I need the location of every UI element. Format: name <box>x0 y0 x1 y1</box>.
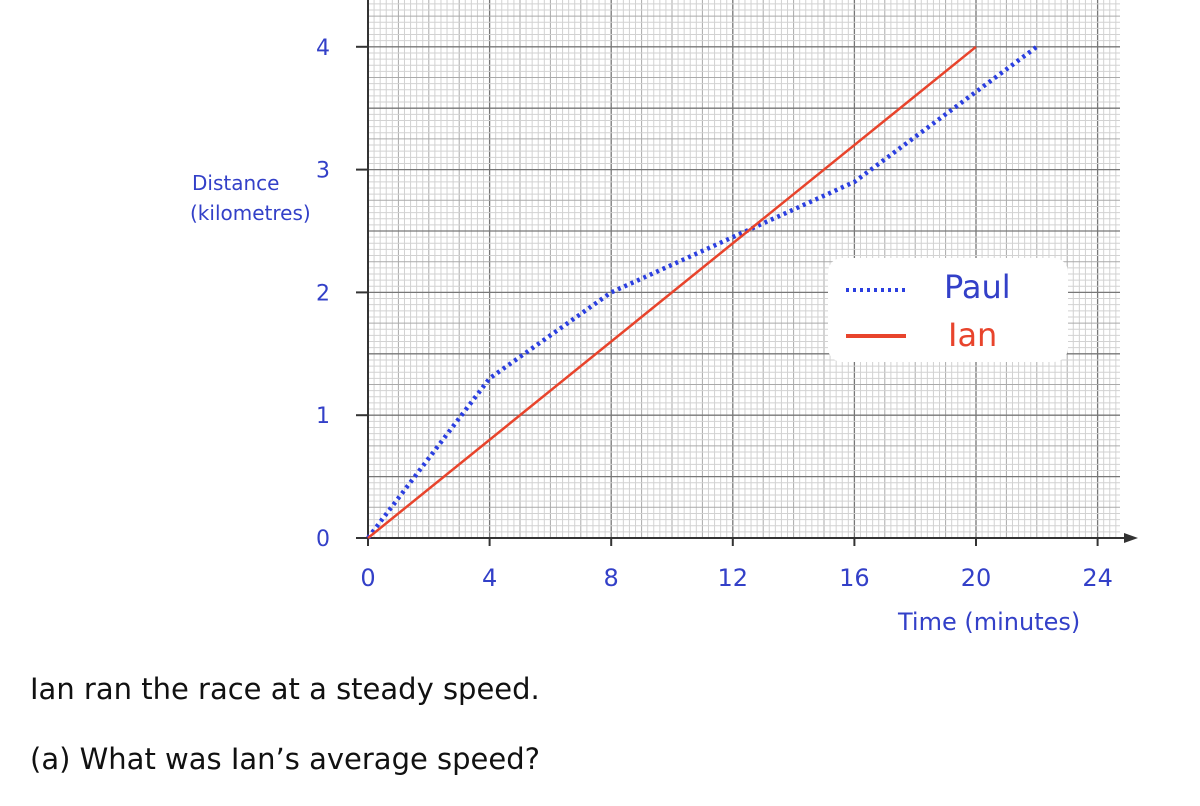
y-tick-label: 3 <box>316 159 330 184</box>
y-axis-label-line1: Distance <box>192 171 279 195</box>
grid <box>367 0 1120 539</box>
distance-time-chart: Distance (kilometres) Time (minutes) 0 4 8… <box>190 0 1138 636</box>
y-tick-label: 4 <box>316 36 330 61</box>
y-axis-label-line2: (kilometres) <box>190 201 311 225</box>
legend-label-paul: Paul <box>944 268 1011 306</box>
x-axis-label: Time (minutes) <box>897 608 1080 636</box>
x-axis-arrow-icon <box>1124 533 1138 543</box>
x-tick-label: 12 <box>718 564 749 592</box>
legend-label-ian: Ian <box>948 316 997 354</box>
series-lines <box>366 44 1039 540</box>
x-tick-label: 8 <box>604 564 619 592</box>
y-tick-label: 2 <box>316 281 330 306</box>
x-tick-label: 4 <box>482 564 497 592</box>
legend: Paul Ian <box>828 258 1068 362</box>
series-line-ian <box>367 45 977 539</box>
question-part-a: (a) What was Ian’s average speed? <box>30 742 541 776</box>
x-tick-label: 20 <box>961 564 992 592</box>
x-tick-label: 16 <box>839 564 870 592</box>
x-tick-label: 0 <box>360 564 375 592</box>
x-tick-label: 24 <box>1082 564 1113 592</box>
y-tick-label: 0 <box>316 527 330 552</box>
axes <box>356 0 1138 546</box>
y-tick-label: 1 <box>316 404 330 429</box>
question-statement: Ian ran the race at a steady speed. <box>30 672 540 706</box>
series-line-paul <box>366 44 1039 540</box>
